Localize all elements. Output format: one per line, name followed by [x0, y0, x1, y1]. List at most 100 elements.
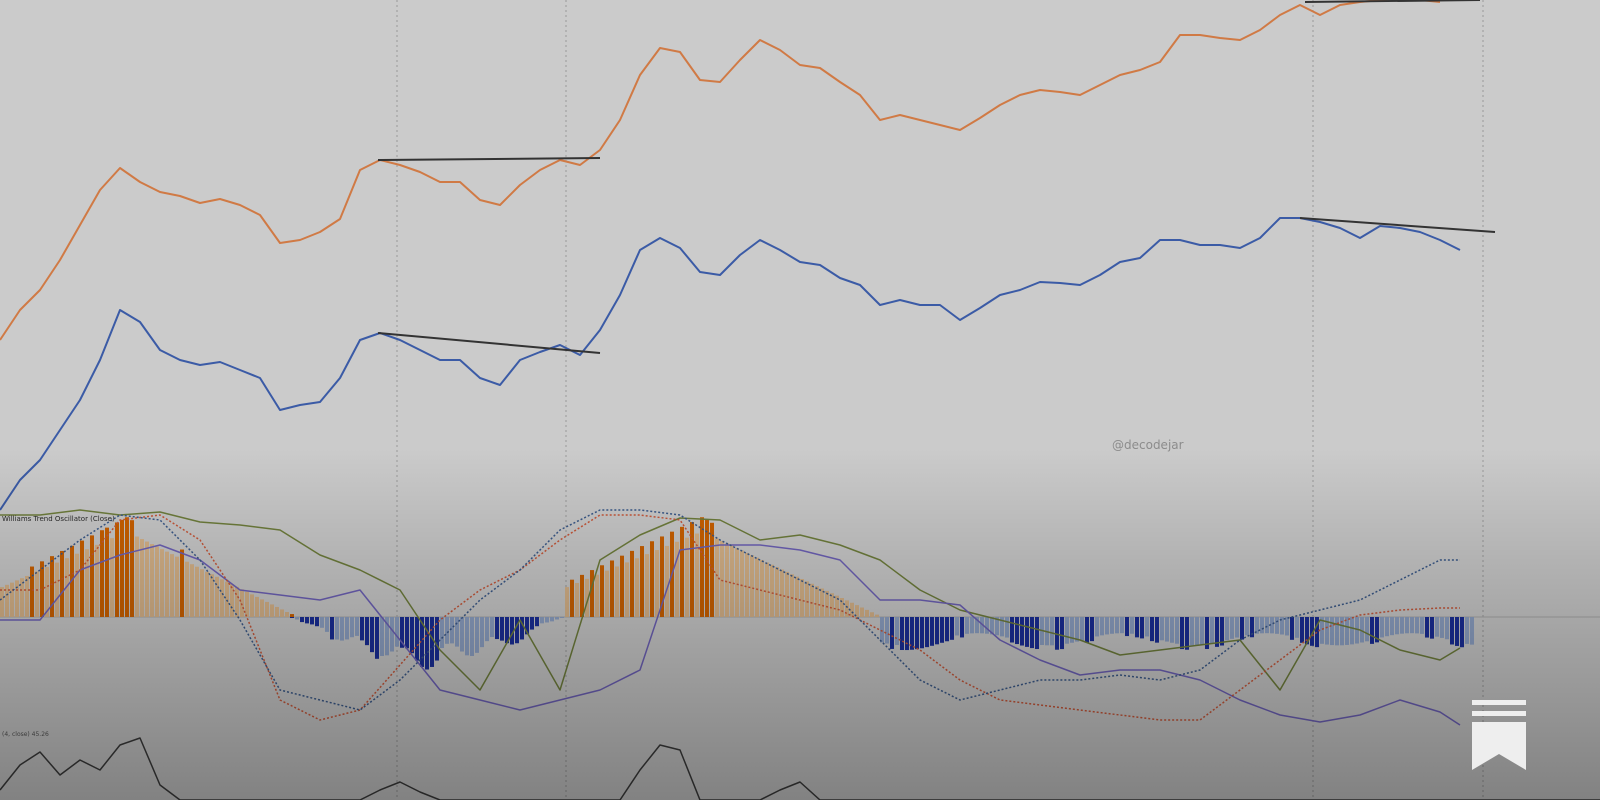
upper-orange-line-trendline-0 — [377, 157, 601, 161]
histogram-bar — [170, 554, 174, 617]
histogram-bar — [1355, 617, 1359, 644]
histogram-bar — [1095, 617, 1099, 637]
histogram-bar — [410, 617, 414, 654]
histogram-bar — [1425, 617, 1429, 638]
histogram-bar — [400, 617, 404, 648]
histogram-bar — [465, 617, 469, 656]
histogram-bar — [765, 562, 769, 617]
histogram-bar — [385, 617, 389, 656]
histogram-bar — [990, 617, 994, 635]
histogram-bar — [1365, 617, 1369, 642]
histogram-bar — [1165, 617, 1169, 642]
histogram-bar — [300, 617, 304, 623]
histogram-bar — [970, 617, 974, 634]
histogram-bar — [1125, 617, 1129, 637]
histogram-bar — [890, 617, 894, 649]
histogram-bar — [510, 617, 514, 645]
histogram-bar — [75, 553, 79, 617]
bookmark-button[interactable] — [1470, 700, 1528, 770]
histogram-bar — [925, 617, 929, 648]
histogram-bar — [1115, 617, 1119, 634]
histogram-bar — [20, 578, 24, 617]
histogram-bar — [550, 617, 554, 622]
histogram-bar — [770, 564, 774, 617]
histogram-bar — [420, 617, 424, 667]
histogram-bar — [995, 617, 999, 636]
sub-indicator-title: (4, close) 45.26 — [2, 731, 49, 738]
histogram-bar — [690, 522, 694, 617]
histogram-bar — [1200, 617, 1204, 646]
histogram-bar — [900, 617, 904, 651]
histogram-bar — [1035, 617, 1039, 650]
histogram-bar — [230, 584, 234, 617]
histogram-bar — [815, 586, 819, 617]
histogram-bar — [795, 576, 799, 617]
upper-orange-line-trendline-1 — [1304, 0, 1481, 3]
histogram-bar — [985, 617, 989, 634]
histogram-bar — [530, 617, 534, 630]
histogram-bar — [1070, 617, 1074, 643]
histogram-bar — [50, 556, 54, 617]
lower-blue-line-trendline-1 — [1299, 217, 1496, 233]
histogram-bar — [960, 617, 964, 638]
histogram-bar — [935, 617, 939, 645]
histogram-bar — [265, 601, 269, 617]
histogram-bar — [1005, 617, 1009, 638]
histogram-bar — [1315, 617, 1319, 648]
histogram-bar — [1210, 617, 1214, 644]
histogram-bar — [450, 617, 454, 644]
histogram-bar — [235, 586, 239, 617]
histogram-bar — [1010, 617, 1014, 643]
histogram-bar — [1030, 617, 1034, 649]
bookmark-icon — [1472, 700, 1526, 770]
histogram-bar — [505, 617, 509, 644]
histogram-bar — [665, 545, 669, 617]
histogram-bar — [1405, 617, 1409, 634]
histogram-bar — [540, 617, 544, 624]
histogram-bar — [1180, 617, 1184, 650]
histogram-bar — [570, 579, 574, 617]
histogram-bar — [345, 617, 349, 640]
histogram-bar — [680, 526, 684, 617]
histogram-bar — [315, 617, 319, 627]
histogram-bar — [930, 617, 934, 646]
histogram-bar — [650, 541, 654, 617]
histogram-bar — [380, 617, 384, 656]
histogram-bar — [730, 545, 734, 617]
histogram-bar — [1370, 617, 1374, 644]
oscillator-line-blue-dotted — [0, 509, 1460, 711]
histogram-bar — [340, 617, 344, 641]
histogram-bar — [195, 566, 199, 617]
histogram-bar — [1055, 617, 1059, 650]
histogram-bar — [190, 564, 194, 617]
histogram-bar — [595, 574, 599, 617]
histogram-bar — [320, 617, 324, 628]
histogram-bar — [535, 617, 539, 627]
histogram-bar — [1400, 617, 1404, 634]
oscillator-line-red-dotted — [0, 514, 1460, 721]
histogram-bar — [1460, 617, 1464, 648]
histogram-bar — [425, 617, 429, 670]
histogram-bar — [1440, 617, 1444, 638]
histogram-bar — [1275, 617, 1279, 634]
histogram-bar — [950, 617, 954, 640]
histogram-bar — [440, 617, 444, 649]
histogram-bar — [1230, 617, 1234, 639]
histogram-bar — [775, 567, 779, 617]
histogram-bar — [895, 617, 899, 645]
histogram-bar — [760, 560, 764, 617]
sub-indicator-line — [0, 737, 1600, 800]
histogram-bar — [875, 614, 879, 617]
histogram-bar — [130, 520, 134, 617]
histogram-bar — [1085, 617, 1089, 643]
histogram-bar — [175, 556, 179, 617]
histogram-bar — [45, 567, 49, 617]
histogram-bar — [755, 557, 759, 617]
histogram-bar — [0, 587, 4, 617]
histogram-bar — [675, 541, 679, 617]
histogram-bar — [1130, 617, 1134, 634]
histogram-bar — [1000, 617, 1004, 637]
histogram-bar — [460, 617, 464, 652]
histogram-bar — [585, 578, 589, 617]
